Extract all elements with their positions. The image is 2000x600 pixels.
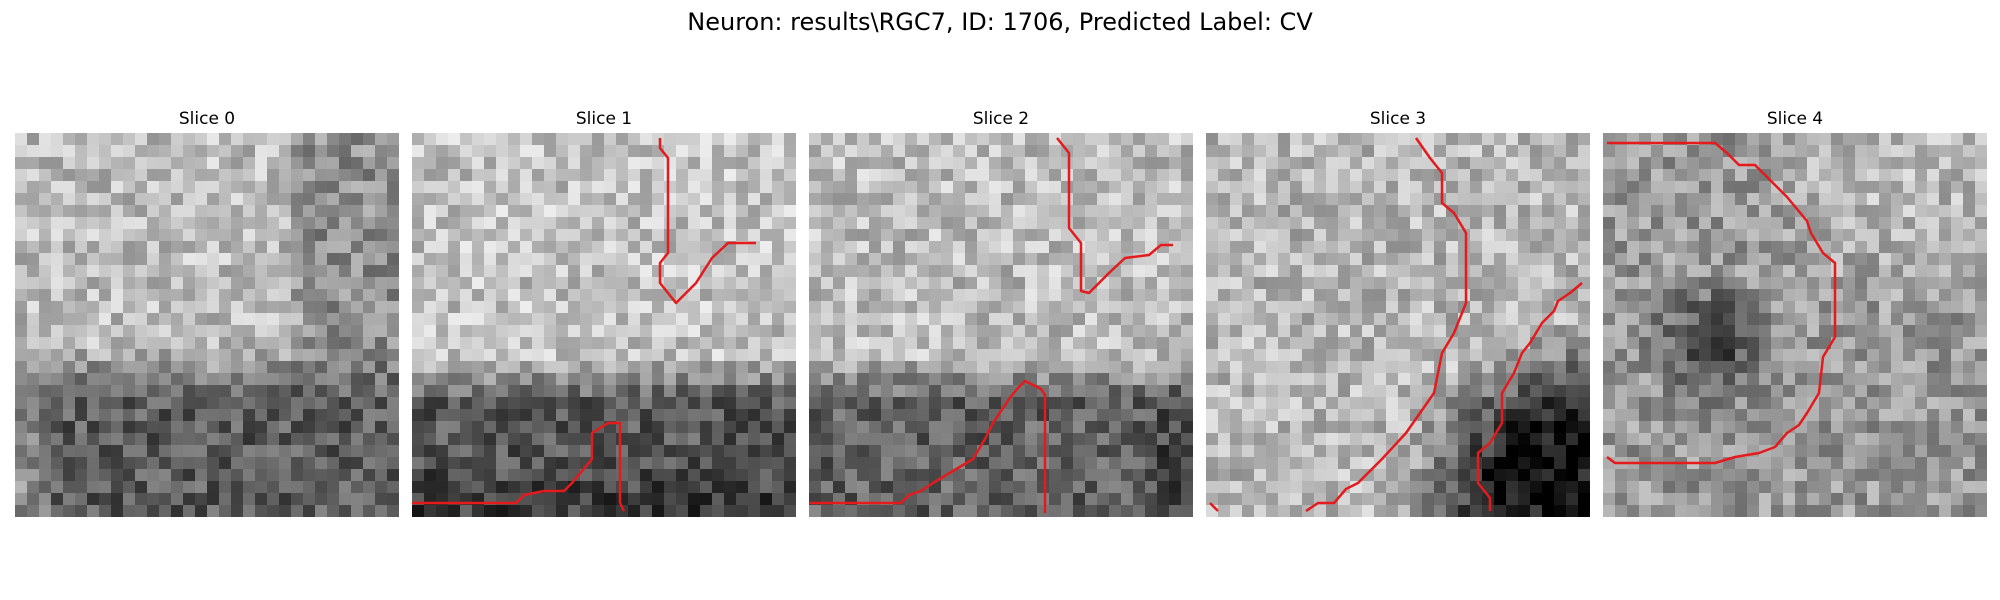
slice-title: Slice 1 xyxy=(575,109,633,129)
boundary-trace xyxy=(658,138,756,305)
grayscale-slice-image xyxy=(15,133,399,517)
boundary-trace xyxy=(1476,282,1583,511)
boundary-trace xyxy=(809,379,1047,513)
boundary-trace xyxy=(1209,502,1219,512)
grayscale-slice-image xyxy=(412,133,796,517)
grayscale-slice-image xyxy=(1206,133,1590,517)
boundary-trace xyxy=(1056,137,1173,295)
slice-title: Slice 2 xyxy=(972,109,1030,129)
boundary-trace xyxy=(1305,137,1468,513)
boundary-trace xyxy=(412,421,626,512)
boundary-trace xyxy=(1606,141,1837,465)
slice-title: Slice 3 xyxy=(1369,109,1427,129)
slice-title: Slice 0 xyxy=(178,109,236,129)
grayscale-slice-image xyxy=(1603,133,1987,517)
figure-title: Neuron: results\RGC7, ID: 1706, Predicte… xyxy=(687,8,1313,36)
slice-title: Slice 4 xyxy=(1766,109,1824,129)
grayscale-slice-image xyxy=(809,133,1193,517)
